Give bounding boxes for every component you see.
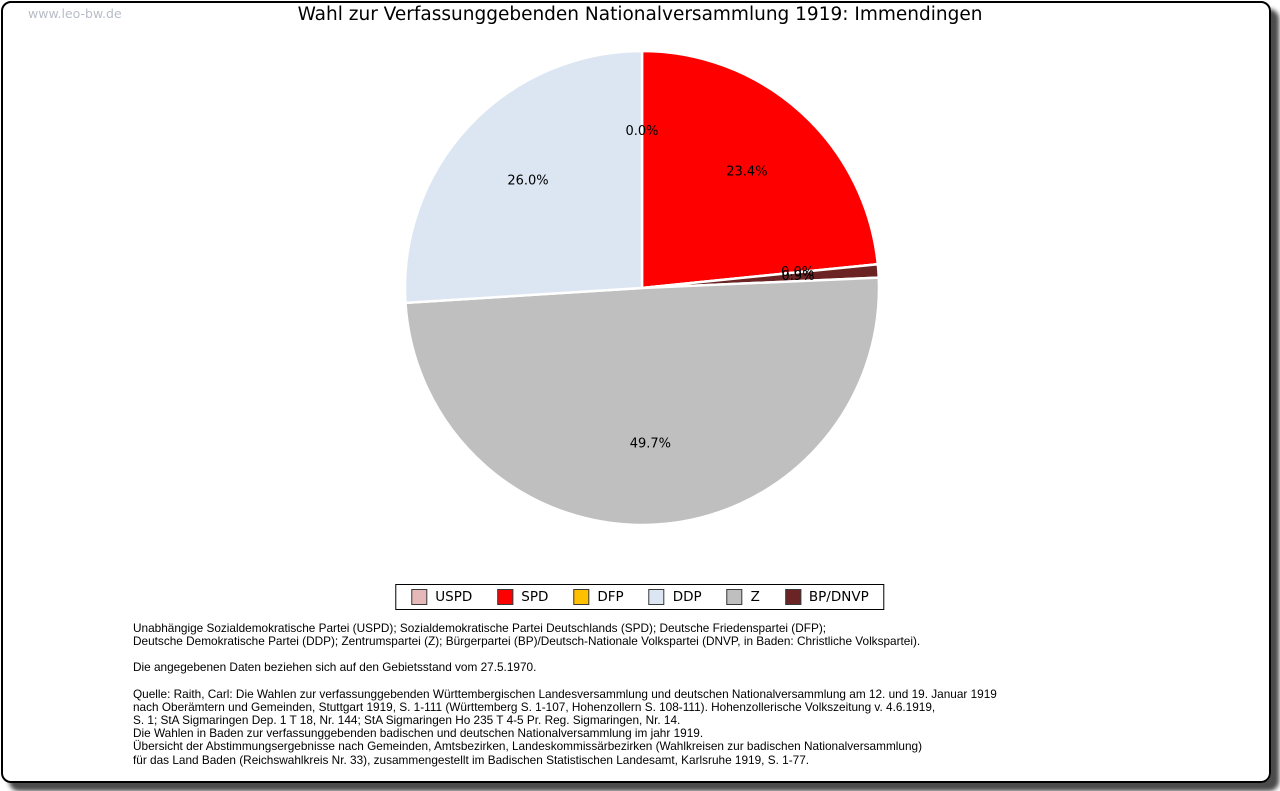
- legend-item-ddp: DDP: [648, 588, 702, 605]
- note-line: Deutsche Demokratische Partei (DDP); Zen…: [133, 634, 921, 649]
- legend-label: DFP: [597, 588, 624, 605]
- legend-item-z: Z: [726, 588, 760, 605]
- legend-item-uspd: USPD: [411, 589, 472, 605]
- legend-swatch-icon: [497, 589, 514, 605]
- legend-label: Z: [750, 588, 760, 605]
- pie-slice-spd: [640, 49, 880, 290]
- pie-chart: 0.0%23.4%0.0%0.9%49.7%26.0%: [403, 49, 881, 527]
- pie-label-dfp: 0.0%: [781, 265, 814, 280]
- note-block-2: Die angegebenen Daten beziehen sich auf …: [133, 661, 997, 674]
- pie-label-z: 49.7%: [630, 437, 671, 452]
- legend-swatch-icon: [411, 589, 428, 605]
- legend-swatch-icon: [648, 589, 665, 605]
- note-line: Die angegebenen Daten beziehen sich auf …: [133, 660, 537, 675]
- legend-label: BP/DNVP: [808, 588, 869, 605]
- note-line: S. 1; StA Sigmaringen Dep. 1 T 18, Nr. 1…: [133, 713, 681, 728]
- footnotes: Unabhängige Sozialdemokratische Partei (…: [133, 621, 997, 767]
- note-block-3: Quelle: Raith, Carl: Die Wahlen zur verf…: [133, 686, 997, 767]
- legend-item-spd: SPD: [497, 589, 548, 605]
- note-line: Quelle: Raith, Carl: Die Wahlen zur verf…: [133, 686, 997, 701]
- note-line: Übersicht der Abstimmungsergebnisse nach…: [133, 739, 923, 754]
- pie-label-spd: 23.4%: [726, 164, 767, 179]
- legend-swatch-icon: [573, 589, 590, 605]
- note-line: Die Wahlen in Baden zur verfassunggebend…: [133, 726, 704, 741]
- note-block-1: Unabhängige Sozialdemokratische Partei (…: [133, 621, 997, 649]
- legend-label: DDP: [672, 588, 702, 605]
- legend-swatch-icon: [784, 589, 801, 605]
- pie-slice-ddp: [403, 49, 644, 305]
- chart-legend: USPD SPD DFP DDP Z BP/DNVP: [395, 584, 885, 610]
- pie-slice-z: [404, 276, 881, 527]
- legend-label: USPD: [435, 588, 473, 605]
- note-line: Unabhängige Sozialdemokratische Partei (…: [133, 621, 827, 635]
- pie-label-bp-dnvp: 0.9%: [781, 269, 814, 284]
- pie-label-ddp: 26.0%: [507, 173, 548, 188]
- watermark-leo-bw: www.leo-bw.de: [28, 6, 122, 21]
- legend-item-bp-dnvp: BP/DNVP: [784, 588, 869, 605]
- note-line: für das Land Baden (Reichswahlkreis Nr. …: [133, 752, 810, 767]
- note-line: nach Oberämtern und Gemeinden, Stuttgart…: [133, 699, 936, 714]
- chart-title: Wahl zur Verfassunggebenden Nationalvers…: [297, 4, 983, 25]
- legend-label: SPD: [521, 588, 549, 605]
- legend-item-dfp: DFP: [573, 588, 624, 605]
- pie-label-uspd: 0.0%: [625, 124, 658, 139]
- legend-swatch-icon: [726, 589, 743, 605]
